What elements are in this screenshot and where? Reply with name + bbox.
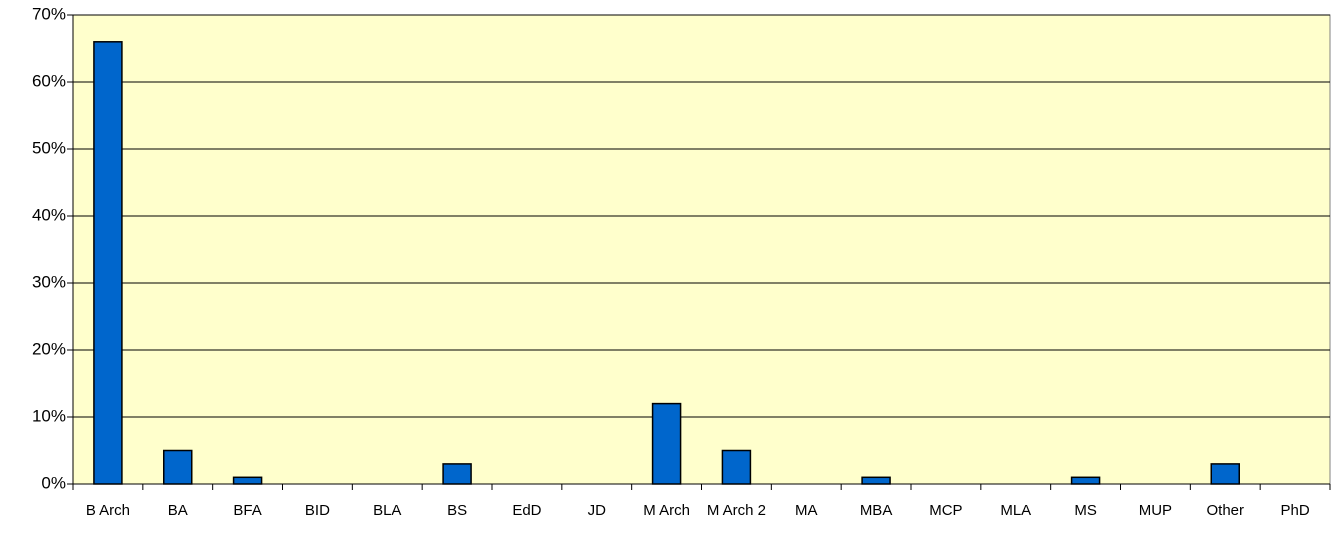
x-tick-label: MA [795,502,818,519]
x-tick-label: Other [1206,502,1244,519]
x-tick-label: PhD [1280,502,1310,519]
bar [861,476,891,485]
y-tick-label: 70% [32,4,66,23]
x-tick-label: EdD [512,502,542,519]
bar [721,449,752,485]
y-tick-label: 0% [41,473,66,492]
x-tick-label: BFA [233,502,262,519]
x-tick-label: MCP [929,502,963,519]
y-tick-label: 60% [32,71,66,90]
bar [93,41,123,485]
x-tick-label: B Arch [85,502,130,519]
bar [442,463,472,485]
x-tick-label: BLA [373,502,402,519]
y-tick-label: 20% [32,339,66,358]
bar [651,402,682,485]
y-tick-label: 30% [32,272,66,291]
bar [1210,463,1240,485]
x-tick-label: BS [447,502,468,519]
y-tick-label: 40% [32,205,66,224]
x-tick-label: MLA [1000,502,1032,519]
x-tick-label: M Arch [643,502,690,519]
x-tick-label: BA [167,502,188,519]
x-tick-label: MBA [859,502,893,519]
x-tick-label: MS [1074,502,1097,519]
bar [232,476,263,485]
x-tick-label: M Arch 2 [706,502,766,519]
x-tick-label: MUP [1138,502,1173,519]
bar [163,449,193,485]
plot-area [72,14,1331,485]
x-tick-label: BID [304,502,330,519]
y-tick-label: 10% [32,406,66,425]
y-tick-label: 50% [32,138,66,157]
bar [1070,476,1101,485]
x-tick-label: JD [587,502,606,519]
